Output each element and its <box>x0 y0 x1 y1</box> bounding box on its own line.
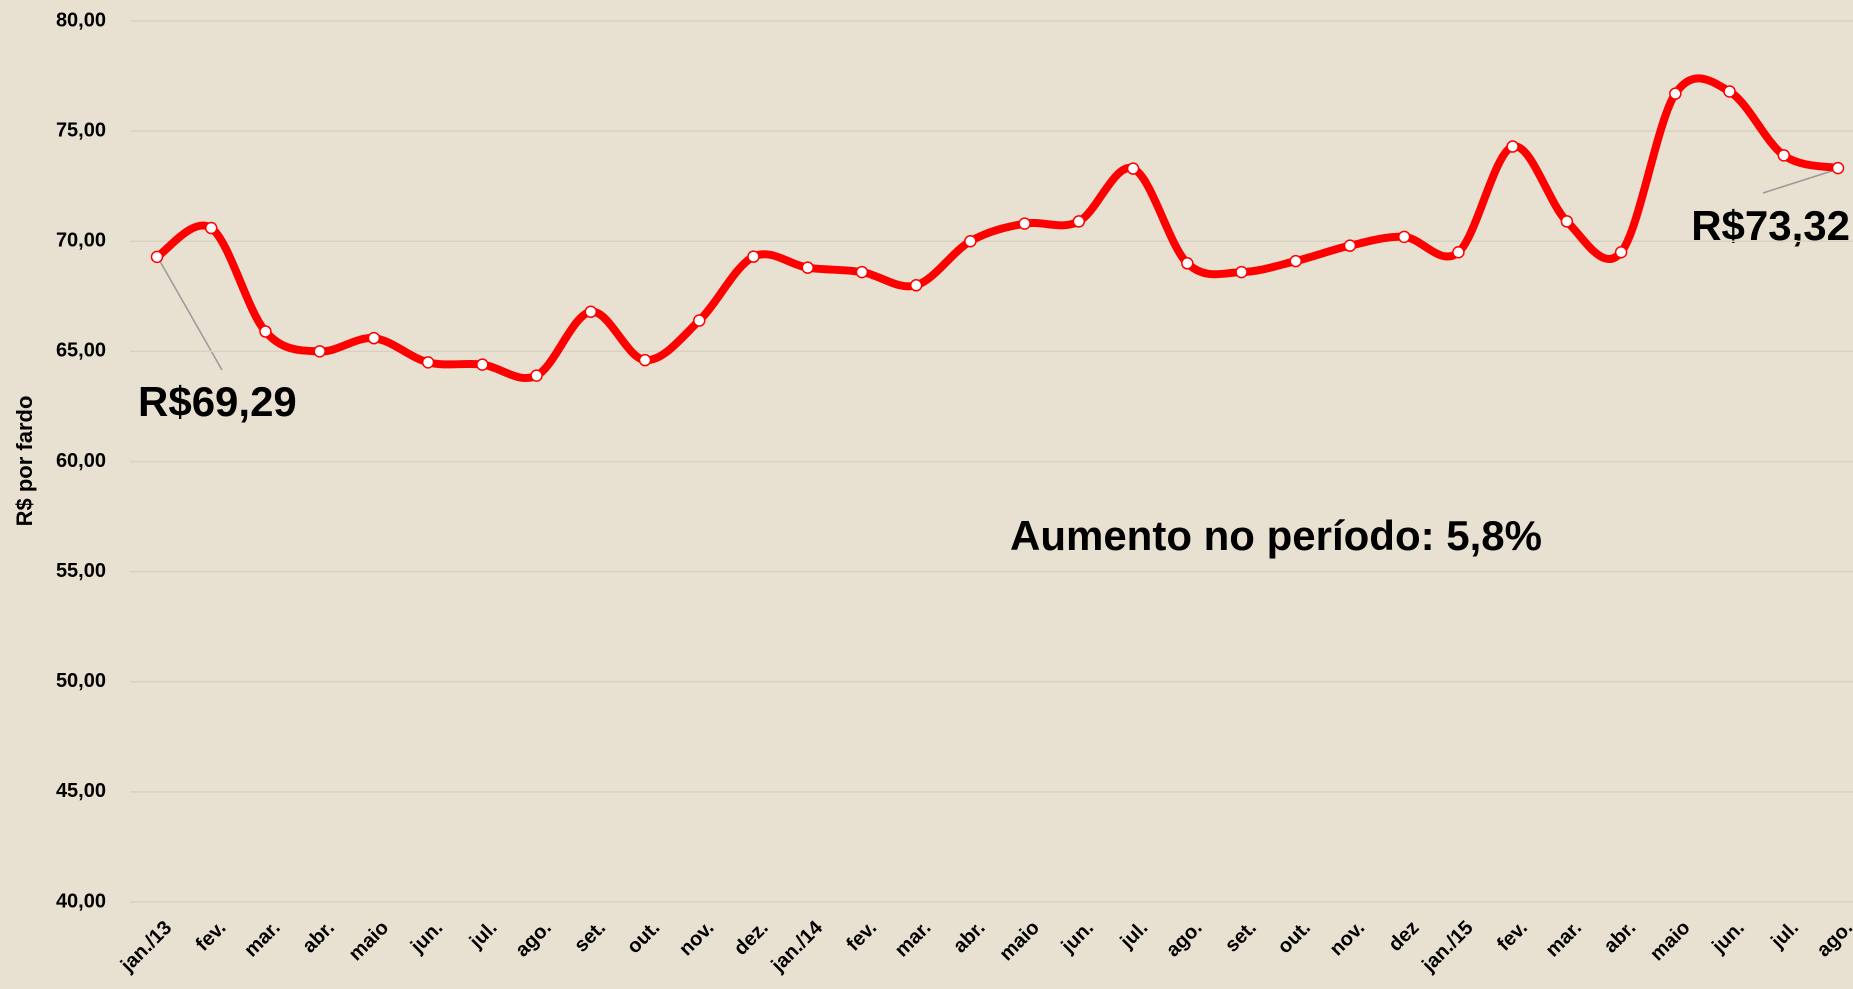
marker <box>1723 85 1736 98</box>
y-tick-label: 40,00 <box>56 890 106 912</box>
y-axis-label: R$ por fardo <box>12 396 37 527</box>
marker <box>1072 215 1086 228</box>
marker <box>693 314 706 327</box>
y-tick-label: 80,00 <box>56 9 106 31</box>
marker <box>421 356 435 369</box>
marker <box>801 261 814 274</box>
annotation: R$69,29 <box>138 378 297 425</box>
marker <box>1506 140 1519 153</box>
y-tick-label: 75,00 <box>56 119 106 141</box>
marker <box>1669 87 1682 100</box>
marker <box>1343 239 1357 252</box>
annotation: R$73,32 <box>1691 202 1850 249</box>
marker <box>1614 246 1628 259</box>
annotation: Aumento no período: 5,8% <box>1010 512 1542 559</box>
y-tick-label: 65,00 <box>56 340 106 362</box>
marker <box>964 235 977 248</box>
marker <box>1181 257 1194 270</box>
marker <box>150 250 164 264</box>
y-tick-label: 55,00 <box>56 560 106 582</box>
marker <box>204 221 218 235</box>
marker <box>1397 230 1411 244</box>
marker <box>1126 162 1140 175</box>
y-tick-label: 70,00 <box>56 230 106 252</box>
marker <box>747 250 760 263</box>
marker <box>1777 149 1791 162</box>
marker <box>1831 161 1845 175</box>
marker <box>1452 246 1465 259</box>
leader-line <box>1762 168 1839 194</box>
y-tick-label: 60,00 <box>56 450 106 472</box>
marker <box>1560 215 1574 228</box>
marker <box>476 358 489 371</box>
marker <box>1018 217 1031 230</box>
marker <box>259 325 272 338</box>
marker <box>1235 265 1248 279</box>
marker <box>909 279 923 292</box>
marker <box>367 331 381 345</box>
marker <box>530 369 543 382</box>
marker <box>638 353 652 367</box>
marker <box>584 305 598 318</box>
y-tick-label: 50,00 <box>56 670 106 692</box>
marker <box>313 345 326 358</box>
y-tick-label: 45,00 <box>56 780 106 802</box>
marker <box>1289 254 1302 268</box>
marker <box>855 265 869 279</box>
